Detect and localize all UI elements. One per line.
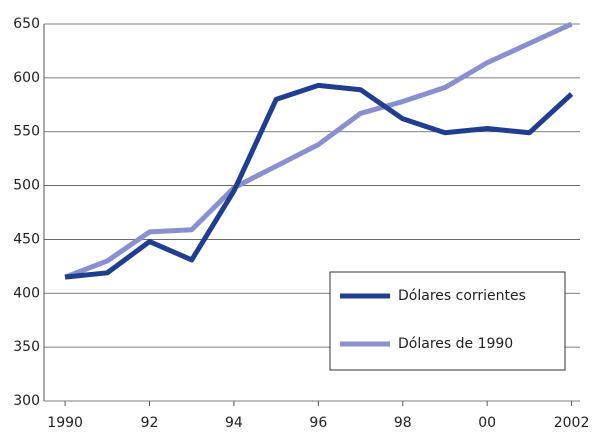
legend-box	[329, 271, 566, 371]
y-tick-label: 650	[13, 16, 40, 32]
x-tick-label: 1990	[47, 415, 83, 431]
legend-label: Dólares corrientes	[398, 288, 526, 304]
y-tick-label: 600	[13, 70, 40, 86]
y-tick-label: 450	[13, 231, 40, 247]
y-tick-label: 400	[13, 285, 40, 301]
line-series	[64, 21, 573, 280]
x-tick-label: 92	[141, 415, 159, 431]
x-tick-label: 96	[309, 415, 327, 431]
y-tick-label: 550	[13, 124, 40, 140]
x-tick-label: 94	[225, 415, 243, 431]
x-tick-label: 00	[478, 415, 496, 431]
x-tick-label: 2002	[554, 415, 590, 431]
y-tick-label: 300	[13, 393, 40, 409]
x-tick-label: 98	[394, 415, 412, 431]
line-series	[64, 82, 574, 280]
y-tick-label: 350	[13, 339, 40, 355]
legend-label: Dólares de 1990	[398, 336, 513, 352]
y-tick-label: 500	[13, 178, 40, 194]
